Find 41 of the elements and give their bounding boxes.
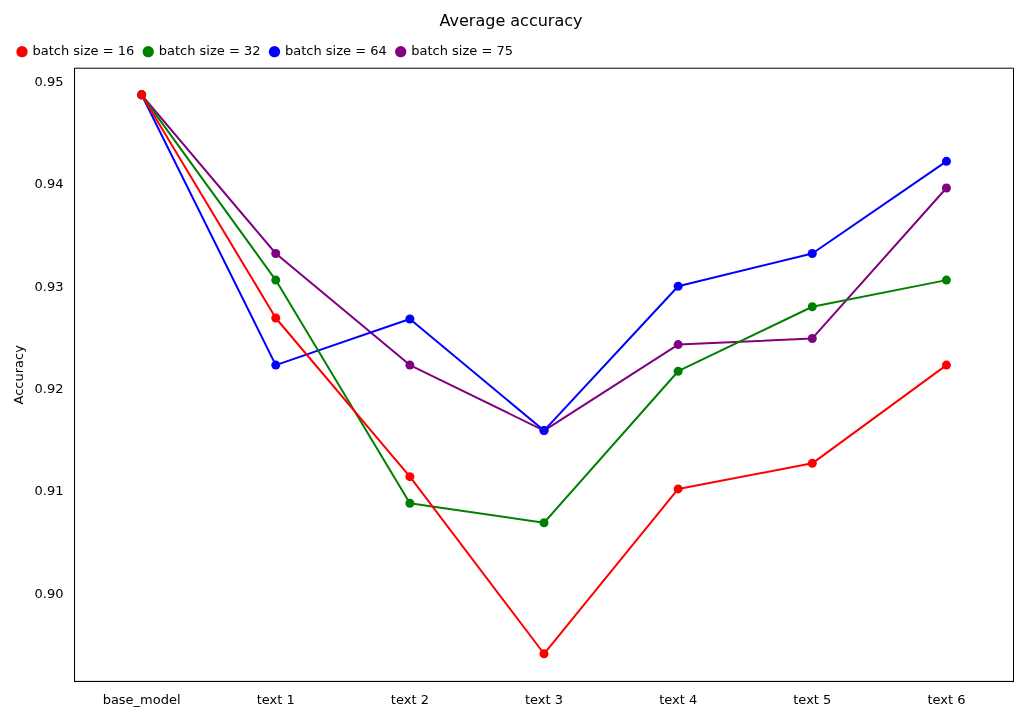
y-axis-title: Accuracy xyxy=(11,344,27,405)
x-tick-label: base_model xyxy=(102,691,181,707)
chart-title: Average accuracy xyxy=(439,10,583,30)
y-tick-label: 0.90 xyxy=(34,585,64,601)
legend-label: batch size = 16 xyxy=(32,43,135,59)
point xyxy=(673,340,683,350)
y-tick-label: 0.91 xyxy=(34,483,64,499)
point xyxy=(405,314,415,324)
point xyxy=(807,458,817,468)
legend-label: batch size = 32 xyxy=(158,43,261,59)
y-tick-label: 0.95 xyxy=(34,73,64,89)
x-tick-label: text 5 xyxy=(793,691,832,707)
x-tick-label: text 6 xyxy=(927,691,966,707)
x-tick-label: text 4 xyxy=(659,691,698,707)
y-tick-label: 0.93 xyxy=(34,278,64,294)
point xyxy=(405,498,415,508)
point xyxy=(271,313,281,323)
legend-label: batch size = 64 xyxy=(284,43,387,59)
point xyxy=(941,156,951,166)
point xyxy=(941,360,951,370)
point xyxy=(405,472,415,482)
point xyxy=(271,360,281,370)
point xyxy=(673,366,683,376)
point xyxy=(941,275,951,285)
x-tick-label: text 2 xyxy=(390,691,429,707)
point xyxy=(807,333,817,343)
point xyxy=(807,302,817,312)
point xyxy=(405,360,415,370)
x-tick-label: text 1 xyxy=(256,691,295,707)
point xyxy=(271,275,281,285)
legend-label: batch size = 75 xyxy=(411,43,513,59)
point xyxy=(673,281,683,291)
point xyxy=(673,484,683,494)
point xyxy=(539,518,549,528)
y-tick-label: 0.94 xyxy=(34,176,64,192)
point xyxy=(807,248,817,258)
point xyxy=(539,649,549,659)
y-tick-label: 0.92 xyxy=(34,381,64,397)
point xyxy=(941,183,951,193)
x-tick-label: text 3 xyxy=(524,691,564,707)
point xyxy=(271,248,281,258)
